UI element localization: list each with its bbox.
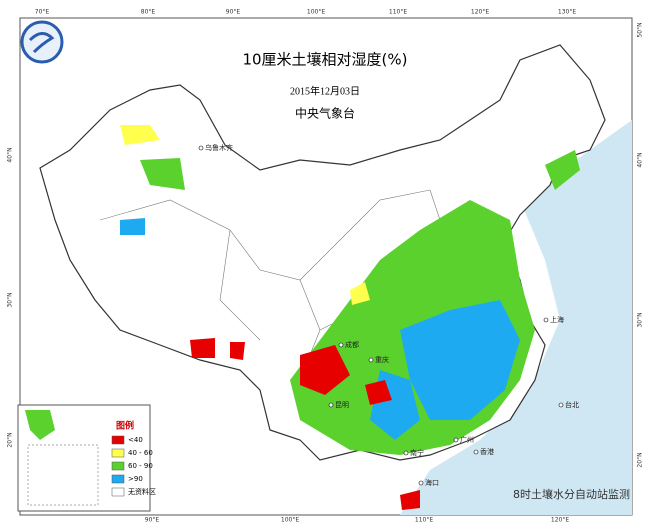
city-marker — [418, 480, 424, 486]
longitude-label: 120°E — [551, 517, 569, 524]
legend-label: 60 - 90 — [128, 462, 153, 470]
title: 10厘米土壤相对湿度(%) — [242, 51, 407, 69]
city-marker — [453, 437, 459, 443]
longitude-label: 130°E — [558, 9, 576, 16]
moisture-over-90 — [120, 218, 145, 235]
longitude-label: 100°E — [307, 9, 325, 16]
legend-label: <40 — [128, 436, 143, 444]
latitude-label: 30°N — [637, 312, 644, 327]
date: 2015年12月03日 — [290, 84, 360, 97]
legend-swatch — [111, 448, 125, 458]
moisture-60-90 — [545, 150, 580, 190]
legend-swatch — [111, 461, 125, 471]
city-label: 成都 — [345, 340, 359, 349]
moisture-under-40 — [230, 342, 245, 360]
city-marker — [403, 450, 409, 456]
city-label: 南宁 — [410, 448, 424, 457]
longitude-label: 80°E — [141, 9, 156, 16]
city-label: 重庆 — [375, 355, 389, 364]
latitude-label: 30°N — [7, 292, 14, 307]
moisture-under-40 — [300, 345, 350, 395]
longitude-label: 120°E — [471, 9, 489, 16]
legend-swatch — [111, 487, 125, 497]
city-marker — [473, 449, 479, 455]
city-marker — [198, 145, 204, 151]
latitude-label: 20°N — [7, 432, 14, 447]
logo-mark — [28, 32, 55, 54]
longitude-label: 70°E — [35, 9, 50, 16]
ocean — [400, 120, 632, 515]
city-label: 台北 — [565, 400, 579, 409]
longitude-label: 90°E — [145, 517, 160, 524]
legend-label: >90 — [128, 475, 143, 483]
moisture-over-90 — [400, 300, 520, 420]
city-label: 广州 — [460, 435, 474, 444]
latitude-label: 40°N — [7, 147, 14, 162]
legend-swatch — [111, 474, 125, 484]
inset-sea — [27, 444, 99, 506]
inset-land — [25, 410, 55, 440]
moisture-40-60 — [350, 282, 370, 305]
longitude-label: 110°E — [415, 517, 433, 524]
legend-swatch — [111, 435, 125, 445]
moisture-under-40 — [190, 338, 215, 358]
logo — [20, 20, 64, 64]
legend-title: 图例 — [116, 420, 134, 432]
city-marker — [328, 402, 334, 408]
latitude-label: 40°N — [637, 152, 644, 167]
city-label: 海口 — [425, 478, 439, 487]
city-label: 香港 — [480, 447, 494, 456]
city-label: 昆明 — [335, 401, 349, 409]
moisture-60-90 — [140, 158, 185, 190]
city-label: 上海 — [550, 315, 564, 324]
city-label: 乌鲁木齐 — [205, 143, 233, 152]
longitude-label: 100°E — [281, 517, 299, 524]
city-marker — [338, 342, 344, 348]
legend-label: 40 - 60 — [128, 449, 153, 457]
moisture-under-40 — [400, 490, 420, 510]
city-marker — [368, 357, 374, 363]
footer-note: 8时土壤水分自动站监测 — [513, 487, 630, 501]
city-marker — [543, 317, 549, 323]
moisture-40-60 — [120, 125, 160, 145]
longitude-label: 110°E — [389, 9, 407, 16]
moisture-under-40 — [365, 380, 392, 405]
agency: 中央气象台 — [295, 106, 355, 121]
latitude-label: 20°N — [637, 452, 644, 467]
longitude-label: 90°E — [226, 9, 241, 16]
latitude-label: 50°N — [637, 22, 644, 37]
legend-label: 无资料区 — [128, 487, 156, 496]
city-marker — [558, 402, 564, 408]
